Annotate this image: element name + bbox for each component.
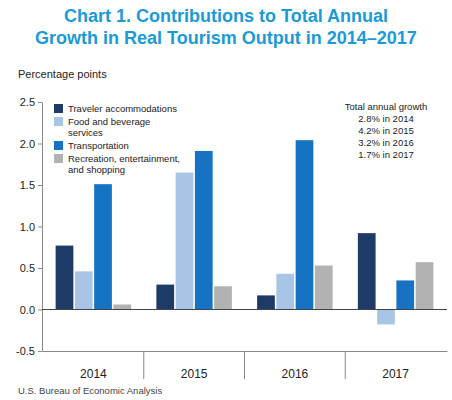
title: Growth in Real Tourism Output in 2014–20… (35, 28, 417, 48)
legend-item: Transportation (54, 140, 129, 151)
x-tick-label: 2017 (382, 367, 409, 381)
y-tick-mark (38, 185, 42, 186)
y-tick-label: 1.0 (20, 221, 35, 233)
legend-label: Recreation, entertainment,and shopping (68, 153, 180, 175)
y-tick-label: -0.5 (16, 345, 35, 357)
separator (244, 351, 245, 379)
separator (143, 351, 144, 379)
bar (94, 184, 112, 309)
legend: Traveler accommodations Food and beverage… (54, 103, 180, 175)
legend-item: Recreation, entertainment,and shopping (54, 153, 180, 175)
bars (56, 140, 434, 324)
y-tick-mark (38, 102, 42, 103)
legend-swatch (54, 104, 63, 113)
title-group: Chart 1. Contributions to Total AnnualGr… (35, 6, 417, 48)
baseline (42, 309, 447, 310)
y-axis-title: Percentage points (18, 68, 107, 80)
y-tick-label: 0.5 (20, 262, 35, 274)
x-tick-label: 2014 (80, 367, 107, 381)
legend-swatch (54, 117, 63, 126)
y-tick-mark (38, 310, 42, 311)
legend-item: Food and beverageservices (54, 116, 150, 138)
bar (176, 173, 194, 310)
y-tick-label: 2.5 (20, 96, 35, 108)
y-tick: -0.5 (16, 345, 42, 357)
bar (214, 286, 232, 309)
annotation: 1.7% in 2017 (358, 149, 413, 160)
legend-swatch (54, 154, 63, 163)
bar (396, 280, 414, 309)
chart: Chart 1. Contributions to Total AnnualGr… (0, 0, 452, 400)
bar (358, 233, 376, 309)
x-tick: 2017 (382, 351, 409, 381)
y-tick: 2.5 (20, 96, 42, 108)
x-tick-label: 2016 (282, 367, 309, 381)
bar (377, 310, 395, 325)
y-axis-line (42, 103, 43, 352)
x-tick: 2015 (181, 351, 208, 381)
bar (56, 246, 74, 310)
y-axis: -0.5 0.0 0.5 1.0 1.5 2.0 2.5 (16, 96, 42, 357)
y-tick-label: 0.0 (20, 304, 35, 316)
x-tick: 2016 (282, 351, 309, 381)
title: Chart 1. Contributions to Total Annual (64, 6, 388, 26)
legend-label: Traveler accommodations (68, 103, 177, 114)
bar (156, 285, 174, 310)
x-tick: 2014 (80, 351, 107, 381)
y-tick-mark (38, 351, 42, 352)
source: U.S. Bureau of Economic Analysis (18, 385, 162, 396)
y-tick-label: 1.5 (20, 179, 35, 191)
bar (113, 305, 131, 310)
legend-swatch (54, 141, 63, 150)
bar (315, 266, 333, 310)
bar (195, 151, 213, 310)
legend-label: Food and beverageservices (68, 116, 150, 138)
bar (257, 295, 275, 309)
annotations: Total annual growth2.8% in 20144.2% in 2… (345, 101, 427, 160)
y-tick-mark (38, 144, 42, 145)
y-tick: 1.5 (20, 179, 42, 191)
x-tick-label: 2015 (181, 367, 208, 381)
annotation: 3.2% in 2016 (358, 137, 413, 148)
x-axis: 2014 2015 2016 2017 (43, 351, 448, 381)
y-tick-label: 2.0 (20, 138, 35, 150)
annotation: 2.8% in 2014 (358, 113, 413, 124)
y-tick: 0.5 (20, 262, 42, 274)
bar (296, 140, 314, 309)
separators (144, 351, 345, 379)
bar (75, 271, 93, 309)
y-tick: 2.0 (20, 138, 42, 150)
y-tick: 0.0 (20, 304, 42, 316)
y-tick: 1.0 (20, 221, 42, 233)
legend-item: Traveler accommodations (54, 103, 177, 114)
y-tick-mark (38, 268, 42, 269)
bar (416, 262, 434, 309)
annotation: Total annual growth (345, 101, 427, 112)
legend-label: Transportation (68, 140, 129, 151)
y-tick-mark (38, 227, 42, 228)
separator (345, 351, 346, 379)
bar (276, 274, 294, 310)
annotation: 4.2% in 2015 (358, 125, 413, 136)
